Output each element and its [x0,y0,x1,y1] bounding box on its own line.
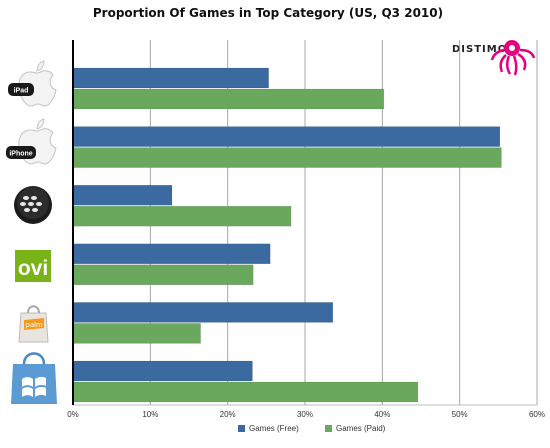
palm-icon: palm [18,305,49,343]
bar-games-paid-ovi [72,264,254,286]
bar-games-free-windows [72,360,253,382]
x-tick-label: 50% [452,410,468,419]
x-tick-label: 0% [67,410,79,419]
bar-games-paid-windows [72,381,419,403]
bar-games-free-ipad [72,67,269,89]
legend-swatch [238,425,245,432]
bar-games-free-blackberry [72,184,173,206]
ovi-logo-text: ovi [18,257,48,280]
blackberry-icon [14,186,52,224]
platform-icons: iPad iPhone ovi [6,60,57,404]
ovi-icon: ovi [15,250,51,282]
bar-games-free-ovi [72,243,271,265]
x-tick-label: 10% [142,410,158,419]
bar-games-free-iphone [72,126,501,147]
apple-icon: iPhone [6,118,57,165]
distimo-logo: DISTIMO [452,40,536,76]
x-tick-label: 30% [297,410,313,419]
palm-logo-text: palm [25,321,43,329]
x-tick-label: 40% [374,410,390,419]
octopus-icon [490,40,536,76]
legend-label: Games (Paid) [336,424,386,433]
bar-games-paid-blackberry [72,205,292,227]
windows-marketplace-icon [11,352,57,404]
legend-label: Games (Free) [249,424,299,433]
x-tick-label: 20% [220,410,236,419]
bar-games-free-palm [72,302,334,323]
iphone-badge: iPhone [9,151,32,158]
x-tick-labels: 0% 10% 20% 30% 40% 50% 60% [67,410,545,419]
legend: Games (Free) Games (Paid) [238,424,386,433]
bar-games-paid-ipad [72,88,385,110]
apple-icon: iPad [8,60,57,107]
bars [72,67,502,403]
chart-title: Proportion Of Games in Top Category (US,… [93,6,443,20]
brand-name: DISTIMO [452,44,507,55]
legend-swatch [325,425,332,432]
bar-games-paid-iphone [72,147,502,168]
bar-games-paid-palm [72,323,201,344]
x-tick-label: 60% [529,410,545,419]
ipad-badge: iPad [14,88,29,95]
